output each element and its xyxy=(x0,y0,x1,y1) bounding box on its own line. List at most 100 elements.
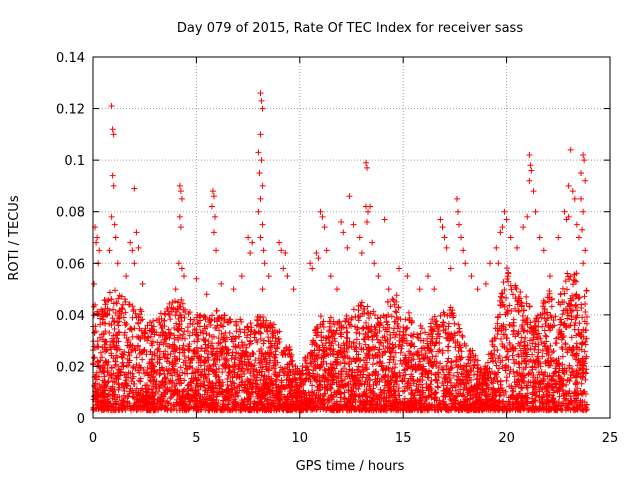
data-point xyxy=(112,287,119,294)
data-point xyxy=(122,298,129,305)
data-point xyxy=(359,325,366,332)
data-point xyxy=(578,380,585,387)
data-point xyxy=(560,322,567,329)
data-point xyxy=(564,349,571,356)
data-point xyxy=(509,345,516,352)
data-point xyxy=(390,357,397,364)
data-point xyxy=(511,373,518,380)
data-point xyxy=(125,362,132,369)
data-point xyxy=(260,340,267,347)
data-point xyxy=(121,332,128,339)
data-point xyxy=(343,328,350,335)
data-point xyxy=(351,323,358,330)
data-point xyxy=(201,337,208,344)
data-point xyxy=(244,385,251,392)
data-point xyxy=(211,355,218,362)
data-point xyxy=(523,293,530,300)
data-point xyxy=(356,392,363,399)
data-point xyxy=(435,374,442,381)
data-point xyxy=(510,368,517,375)
data-point xyxy=(170,305,177,312)
data-point xyxy=(581,348,588,355)
data-point xyxy=(133,354,140,361)
data-point xyxy=(459,334,466,341)
data-point xyxy=(161,336,168,343)
data-point xyxy=(150,317,157,324)
data-point xyxy=(179,300,186,307)
data-point xyxy=(108,364,115,371)
data-point xyxy=(213,307,220,314)
data-point xyxy=(133,333,140,340)
data-point xyxy=(502,295,509,302)
data-point xyxy=(582,301,589,308)
data-point xyxy=(524,384,531,391)
data-point xyxy=(506,302,513,309)
data-point xyxy=(91,329,98,336)
data-point xyxy=(167,316,174,323)
data-point xyxy=(201,348,208,355)
data-point xyxy=(146,319,153,326)
data-point xyxy=(509,352,516,359)
data-point xyxy=(181,353,188,360)
data-point xyxy=(583,335,590,342)
data-point xyxy=(98,331,105,338)
data-point xyxy=(238,365,245,372)
data-point xyxy=(562,340,569,347)
data-point xyxy=(180,342,187,349)
data-point xyxy=(568,369,575,376)
data-point xyxy=(355,317,362,324)
data-point xyxy=(113,335,120,342)
data-point xyxy=(547,355,554,362)
data-point xyxy=(151,350,158,357)
data-point xyxy=(499,343,506,350)
data-point xyxy=(129,314,136,321)
data-point xyxy=(220,334,227,341)
data-point xyxy=(451,320,458,327)
data-point xyxy=(559,311,566,318)
data-point xyxy=(555,399,562,406)
data-point xyxy=(228,355,235,362)
data-point xyxy=(435,384,442,391)
data-point xyxy=(484,359,491,366)
data-point xyxy=(542,332,549,339)
data-point xyxy=(136,311,143,318)
data-point xyxy=(137,378,144,385)
data-point xyxy=(552,313,559,320)
data-point xyxy=(206,363,213,370)
data-point xyxy=(557,290,564,297)
data-point xyxy=(445,323,452,330)
data-point xyxy=(336,318,343,325)
data-point xyxy=(539,353,546,360)
data-point xyxy=(433,353,440,360)
data-point xyxy=(224,357,231,364)
data-point xyxy=(169,341,176,348)
data-point xyxy=(168,308,175,315)
data-point xyxy=(212,373,219,380)
data-point xyxy=(136,377,143,384)
data-point xyxy=(272,378,279,385)
data-point xyxy=(488,350,495,357)
data-point xyxy=(447,396,454,403)
data-point xyxy=(135,320,142,327)
data-point xyxy=(538,314,545,321)
data-point xyxy=(500,279,507,286)
data-point xyxy=(358,299,365,306)
data-point xyxy=(389,296,396,303)
data-point xyxy=(583,327,590,334)
data-point xyxy=(330,346,337,353)
data-point xyxy=(353,329,360,336)
data-point xyxy=(226,369,233,376)
data-point xyxy=(91,354,98,361)
data-point xyxy=(529,340,536,347)
data-point xyxy=(558,319,565,326)
data-point xyxy=(371,312,378,319)
data-point xyxy=(393,331,400,338)
data-point xyxy=(459,332,466,339)
data-point xyxy=(177,364,184,371)
data-point xyxy=(224,375,231,382)
data-point xyxy=(470,371,477,378)
data-point xyxy=(454,369,461,376)
data-points xyxy=(90,90,591,414)
data-point xyxy=(195,386,202,393)
data-point xyxy=(107,289,114,296)
